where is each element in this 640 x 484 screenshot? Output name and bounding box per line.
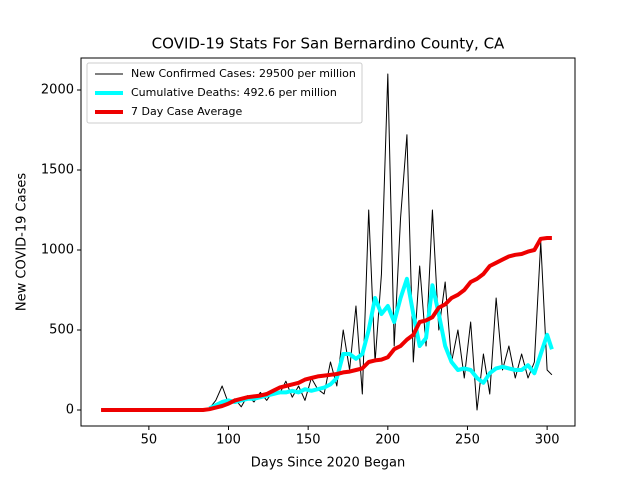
y-tick-label: 1500	[41, 163, 74, 178]
legend-label: 7 Day Case Average	[131, 105, 243, 118]
legend-label: New Confirmed Cases: 29500 per million	[131, 67, 356, 80]
legend-label: Cumulative Deaths: 492.6 per million	[131, 86, 337, 99]
x-tick-label: 300	[535, 433, 560, 448]
y-tick-label: 1000	[41, 243, 74, 258]
plot-frame	[80, 57, 576, 427]
y-axis-label: New COVID-19 Cases	[15, 173, 30, 311]
x-tick-label: 200	[375, 433, 400, 448]
x-tick-label: 50	[141, 433, 158, 448]
y-tick-label: 2000	[41, 83, 74, 98]
x-tick-label: 150	[296, 433, 321, 448]
series-line	[101, 236, 552, 412]
y-tick-label: 500	[49, 323, 74, 338]
x-tick-label: 250	[455, 433, 480, 448]
chart-title: COVID-19 Stats For San Bernardino County…	[152, 35, 505, 53]
legend-box	[86, 62, 363, 124]
y-tick-label: 0	[66, 403, 74, 418]
x-tick-label: 100	[216, 433, 241, 448]
x-axis-label: Days Since 2020 Began	[251, 456, 406, 471]
